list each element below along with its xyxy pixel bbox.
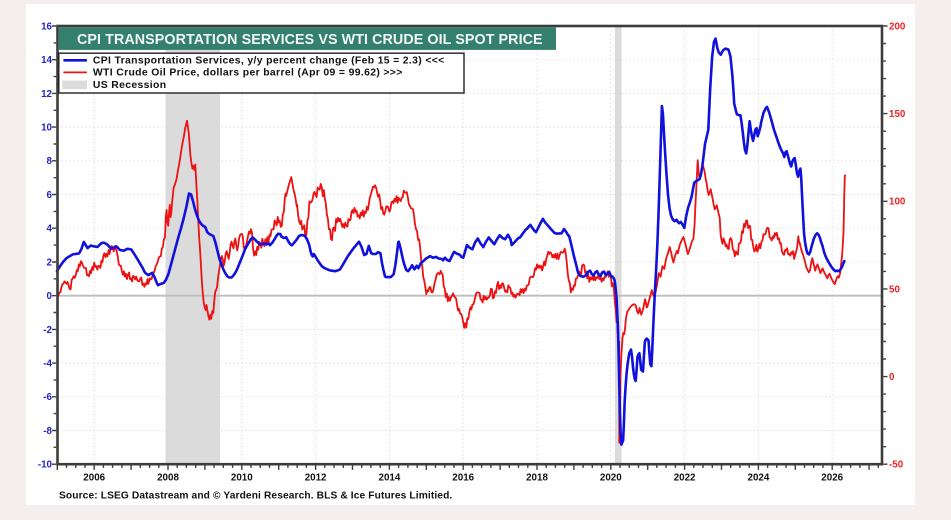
svg-text:-4: -4 (43, 359, 52, 370)
svg-text:14: 14 (41, 55, 52, 66)
svg-text:2024: 2024 (748, 473, 770, 484)
svg-text:CPI Transportation Services, y: CPI Transportation Services, y/y percent… (93, 56, 445, 67)
svg-text:0: 0 (47, 291, 53, 302)
svg-text:12: 12 (41, 89, 52, 100)
svg-text:10: 10 (41, 123, 52, 134)
svg-text:-6: -6 (43, 392, 52, 403)
svg-text:0: 0 (889, 372, 895, 383)
svg-text:2: 2 (47, 257, 53, 268)
svg-text:Source: LSEG Datastream and ©: Source: LSEG Datastream and © Yardeni Re… (59, 491, 452, 502)
svg-text:200: 200 (889, 21, 906, 32)
svg-text:-8: -8 (43, 426, 52, 437)
svg-text:100: 100 (889, 197, 906, 208)
svg-text:16: 16 (41, 21, 52, 32)
svg-text:-10: -10 (38, 460, 53, 471)
svg-text:4: 4 (47, 224, 53, 235)
svg-text:2006: 2006 (83, 473, 105, 484)
svg-text:2020: 2020 (600, 473, 622, 484)
svg-text:2026: 2026 (821, 473, 843, 484)
svg-text:2010: 2010 (231, 473, 253, 484)
svg-text:50: 50 (889, 284, 900, 295)
svg-text:2018: 2018 (526, 473, 548, 484)
svg-text:WTI Crude Oil Price, dollars p: WTI Crude Oil Price, dollars per barrel … (93, 68, 403, 79)
svg-text:150: 150 (889, 109, 906, 120)
svg-text:2014: 2014 (379, 473, 401, 484)
svg-text:-2: -2 (43, 325, 52, 336)
svg-text:2022: 2022 (674, 473, 696, 484)
svg-text:8: 8 (47, 156, 53, 167)
svg-text:2008: 2008 (157, 473, 179, 484)
svg-text:2016: 2016 (452, 473, 474, 484)
svg-text:-50: -50 (889, 460, 904, 471)
svg-text:US Recession: US Recession (93, 80, 166, 91)
svg-text:2012: 2012 (305, 473, 327, 484)
svg-text:CPI TRANSPORTATION SERVICES VS: CPI TRANSPORTATION SERVICES VS WTI CRUDE… (77, 32, 543, 48)
svg-text:6: 6 (47, 190, 53, 201)
